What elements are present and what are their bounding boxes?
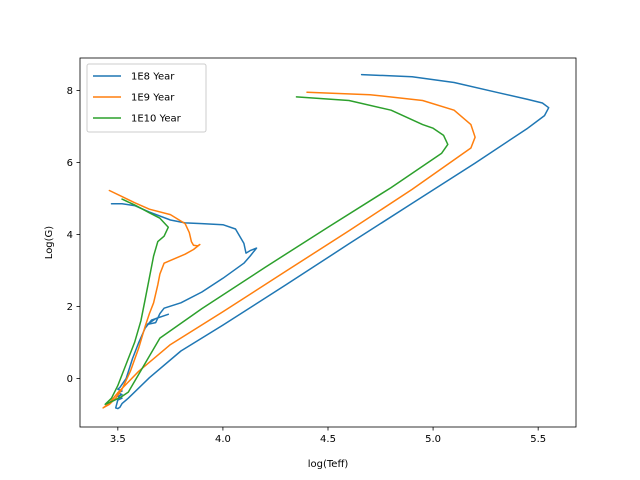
y-tick-label: 0 xyxy=(67,374,73,385)
x-tick-label: 3.5 xyxy=(110,434,126,445)
x-tick-label: 5.0 xyxy=(425,434,441,445)
y-axis: 0 2 4 6 8 xyxy=(67,86,80,385)
x-tick-label: 5.5 xyxy=(530,434,546,445)
series-layer xyxy=(102,73,550,410)
y-tick-label: 2 xyxy=(67,302,73,313)
series-line-2 xyxy=(102,91,476,409)
y-tick-label: 8 xyxy=(67,86,73,97)
x-axis-label: log(Teff) xyxy=(308,459,349,470)
x-tick-label: 4.5 xyxy=(320,434,336,445)
legend: 1E8 Year 1E9 Year 1E10 Year xyxy=(86,63,207,133)
y-tick-label: 6 xyxy=(67,158,73,169)
legend-entry-label: 1E10 Year xyxy=(131,114,182,125)
series-line-3 xyxy=(104,96,449,406)
y-tick-label: 4 xyxy=(67,230,73,241)
y-axis-label: Log(G) xyxy=(44,226,55,260)
legend-box xyxy=(86,63,207,133)
x-axis: 3.5 4.0 4.5 5.0 5.5 xyxy=(110,427,546,445)
legend-entry-label: 1E9 Year xyxy=(131,93,175,104)
series-line-1 xyxy=(110,73,550,410)
legend-entry-label: 1E8 Year xyxy=(131,72,175,83)
x-tick-label: 4.0 xyxy=(215,434,231,445)
